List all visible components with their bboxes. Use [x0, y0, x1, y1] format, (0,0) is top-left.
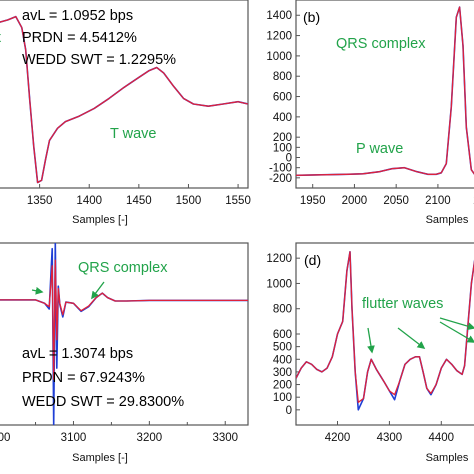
- x-tick-label: 3100: [61, 432, 87, 444]
- x-tick-label: 3300: [212, 432, 238, 444]
- panel-b: 195020002050210021-200-10001002004006008…: [266, 0, 474, 226]
- x-tick-label: 2100: [425, 195, 451, 207]
- series-line-reconstructed: [0, 259, 248, 381]
- x-axis-label: Samples: [426, 214, 469, 226]
- y-tick-label: 100: [273, 392, 292, 404]
- y-tick-label: 1000: [266, 51, 292, 63]
- y-tick-label: 800: [273, 304, 292, 316]
- y-tick-label: -200: [269, 173, 292, 185]
- x-tick-label: 1350: [27, 195, 53, 207]
- annotation-label: T wave: [110, 126, 156, 142]
- annotation-arrow: [367, 327, 375, 354]
- stat-text: WEDD SWT = 1.2295%: [22, 52, 176, 68]
- annotation-arrow: [91, 281, 105, 300]
- x-tick-label: 4200: [325, 432, 351, 444]
- plot-frame: [295, 0, 474, 189]
- x-tick-label: 2000: [342, 195, 368, 207]
- y-tick-label: 0: [286, 153, 292, 165]
- y-tick-label: 300: [273, 367, 292, 379]
- annotation-label: x: [0, 30, 2, 46]
- x-tick-label: 1950: [300, 195, 326, 207]
- y-tick-label: 1400: [266, 10, 292, 22]
- x-axis-label: Samples [-]: [72, 452, 128, 464]
- annotation-label: QRS complex: [78, 260, 168, 276]
- series-line-reconstructed: [296, 6, 474, 176]
- annotation-label: P wave: [356, 141, 403, 157]
- y-tick-label: 0: [286, 405, 292, 417]
- annotation-arrow: [397, 327, 426, 349]
- x-tick-label: 3200: [137, 432, 163, 444]
- series-line-reconstructed: [296, 251, 474, 403]
- x-axis-label: Samples: [426, 452, 469, 464]
- x-tick-label: 4300: [377, 432, 403, 444]
- y-tick-label: 500: [273, 342, 292, 354]
- y-tick-label: 100: [273, 142, 292, 154]
- y-tick-label: 400: [273, 354, 292, 366]
- stat-text: avL = 1.0952 bps: [22, 8, 133, 24]
- x-tick-label: 4400: [429, 432, 455, 444]
- x-tick-label: 2050: [383, 195, 409, 207]
- y-tick-label: 800: [273, 71, 292, 83]
- y-tick-label: 400: [273, 112, 292, 124]
- stat-text: PRDN = 4.5412%: [22, 30, 137, 46]
- panel-c: 3000 3100 3200 3300 Samples [-] avL = 1.3074 …: [0, 242, 249, 464]
- stat-text: avL = 1.3074 bps: [22, 346, 133, 362]
- stat-text: WEDD SWT = 29.8300%: [22, 394, 184, 410]
- annotation-label: flutter waves: [362, 296, 443, 312]
- annotation-arrow: [439, 321, 474, 343]
- y-tick-label: 200: [273, 380, 292, 392]
- x-tick-label: 1400: [76, 195, 102, 207]
- x-tick-label: 1500: [176, 195, 202, 207]
- x-tick-label: 3000: [0, 432, 10, 444]
- y-tick-label: 600: [273, 329, 292, 341]
- y-tick-label: 600: [273, 92, 292, 104]
- y-tick-label: 1000: [266, 278, 292, 290]
- plot-frame: [0, 0, 249, 189]
- x-tick-label: 1550: [225, 195, 251, 207]
- y-tick-label: 1200: [266, 253, 292, 265]
- panel-a: 1350 1400 1450 1500 1550 Samples [-] avL = 1.0…: [0, 0, 251, 226]
- annotation-arrow: [31, 286, 44, 295]
- plot-frame: [295, 242, 474, 426]
- series-line-reconstructed: [0, 15, 248, 184]
- y-tick-label: -100: [269, 163, 292, 175]
- y-tick-label: 200: [273, 132, 292, 144]
- panel-label: (d): [304, 252, 321, 268]
- x-axis-label: Samples [-]: [72, 214, 128, 226]
- series-line-original: [296, 251, 474, 411]
- plot-frame: [0, 242, 249, 426]
- annotation-arrow: [439, 317, 474, 330]
- y-tick-label: 1200: [266, 31, 292, 43]
- panel-label: (b): [303, 9, 320, 25]
- annotation-label: QRS complex: [336, 36, 426, 52]
- x-tick-label: 1450: [126, 195, 152, 207]
- stat-text: PRDN = 67.9243%: [22, 370, 145, 386]
